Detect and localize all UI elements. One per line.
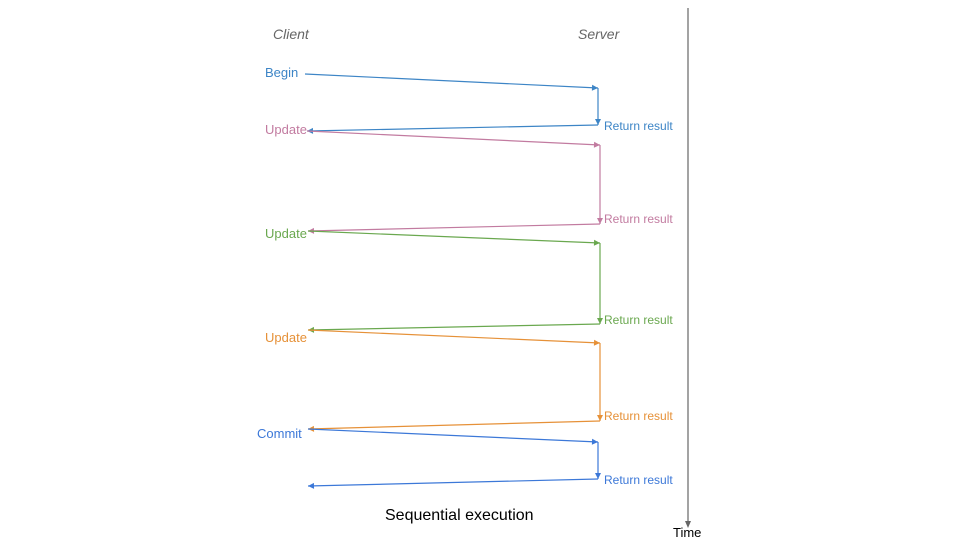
request-arrowhead bbox=[593, 239, 600, 246]
request-arrow bbox=[307, 230, 601, 244]
processing-arrowhead bbox=[597, 318, 603, 324]
request-arrowhead bbox=[593, 141, 600, 148]
client-step-label: Update bbox=[265, 226, 307, 241]
request-arrow bbox=[306, 130, 601, 146]
processing-arrowhead bbox=[597, 415, 603, 421]
request-arrow bbox=[307, 329, 601, 344]
response-arrow bbox=[307, 323, 601, 331]
time-axis-label: Time bbox=[673, 525, 702, 540]
response-arrowhead bbox=[308, 482, 315, 489]
processing-arrowhead bbox=[595, 473, 601, 479]
request-arrowhead bbox=[591, 84, 598, 91]
time-axis-arrowhead bbox=[685, 521, 691, 528]
return-result-label: Return result bbox=[604, 212, 673, 226]
server-header: Server bbox=[578, 26, 620, 42]
client-step-label: Update bbox=[265, 330, 307, 345]
client-header: Client bbox=[273, 26, 309, 42]
processing-arrowhead bbox=[597, 218, 603, 224]
client-step-label: Update bbox=[265, 122, 307, 137]
request-arrowhead bbox=[593, 339, 600, 346]
return-result-label: Return result bbox=[604, 409, 673, 423]
client-step-label: Begin bbox=[265, 65, 299, 80]
processing-arrowhead bbox=[595, 119, 601, 125]
return-result-label: Return result bbox=[604, 313, 673, 327]
response-arrow bbox=[307, 478, 599, 487]
response-arrow bbox=[306, 124, 599, 132]
diagram-caption: Sequential execution bbox=[385, 507, 534, 524]
response-arrow bbox=[307, 223, 601, 232]
request-arrow bbox=[304, 73, 599, 89]
request-arrowhead bbox=[591, 438, 598, 445]
response-arrow bbox=[307, 420, 601, 430]
return-result-label: Return result bbox=[604, 473, 673, 487]
client-step-label: Commit bbox=[257, 426, 302, 441]
return-result-label: Return result bbox=[604, 119, 673, 133]
request-arrow bbox=[307, 428, 599, 443]
